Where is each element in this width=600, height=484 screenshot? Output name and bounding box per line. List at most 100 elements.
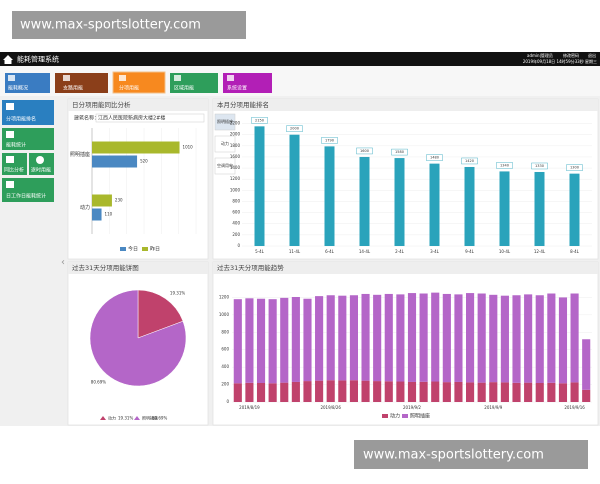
tab-label: 能耗概况 [8,85,28,92]
bar-segment [245,382,254,402]
bar-segment [291,381,300,402]
nav-tab[interactable]: 区域用能 [170,73,218,93]
panel [67,98,209,260]
nav-tab[interactable]: 系统设置 [223,73,272,93]
bar [324,146,335,246]
bar-segment [373,381,382,402]
data-label: 1790 [325,138,334,142]
bar [92,194,112,207]
side-icon [6,156,14,163]
legend-label: 动力 [108,415,116,421]
legend-label: 照明插座 [410,413,430,420]
nav-tab[interactable]: 支路用能 [55,73,108,93]
side-item[interactable] [2,128,54,150]
filter-button[interactable] [214,157,236,175]
legend-swatch [134,416,140,420]
y-tick-label: 0 [237,243,240,248]
tab-icon [8,75,15,81]
app-title: 能耗管理系统 [17,55,59,64]
data-label: 1010 [183,145,194,150]
x-tick-label: 3-4L [430,249,440,254]
y-tick-label: 200 [221,382,229,387]
bar [254,126,265,246]
side-item[interactable] [29,153,54,175]
data-label-box [286,125,303,132]
data-label-box [391,148,408,156]
bar-segment [489,382,498,402]
collapse-arrow[interactable]: ‹ [61,257,65,268]
bar-segment [326,295,335,381]
bar-segment [291,296,300,382]
bar-segment [396,381,405,402]
data-label: 520 [140,159,148,164]
category-label: 照明插座 [70,151,90,158]
data-label: 110 [105,212,113,217]
bar-segment [303,298,312,382]
x-tick-label: 8-4L [570,249,580,254]
bar-segment [431,381,440,402]
data-label: 1580 [395,150,404,154]
x-tick-label: 5-4L [255,249,265,254]
bar-segment [303,381,312,402]
y-tick-label: 800 [221,329,229,334]
filter-select[interactable] [95,113,205,123]
bar-segment [256,298,266,384]
filter-button-label: 空调用电 [217,162,233,168]
filter-button-label: 照明插座 [217,118,233,124]
bar-segment [477,293,486,383]
bar-segment [233,299,242,384]
bar-segment [280,297,289,383]
bar-segment [315,296,324,381]
data-label-box [426,154,443,161]
panel-title: 本月分项用能排名 [217,100,269,109]
data-label: 1600 [360,149,369,153]
legend-swatch [120,247,126,251]
user[interactable]: admin|管理员 [527,52,553,58]
bar-segment [349,295,358,381]
x-tick-label: 2019/9/9 [484,405,502,410]
data-label-box [531,162,548,170]
bar-segment [431,292,440,382]
bar [499,171,510,246]
nav-tab-active[interactable]: 分项用能 [112,71,166,94]
y-tick-label: 0 [226,399,229,404]
legend-swatch [382,414,388,418]
tab-label: 支路用能 [63,85,83,92]
change-password[interactable]: 修改密码 [563,52,579,58]
y-tick-label: 1600 [230,154,241,159]
y-tick-label: 1800 [230,143,241,148]
bar-segment [500,382,509,402]
bar [534,171,545,246]
bar-segment [477,382,486,402]
nav-tab[interactable]: 能耗概况 [5,73,50,93]
bar-segment [245,298,254,383]
pie-slice [89,289,187,387]
bar-segment [361,380,370,402]
data-label: 1330 [535,164,544,168]
filter-button[interactable] [214,113,236,131]
tab-box [5,73,50,93]
sidebar: 分项用能排名 能耗统计 同比分析 逐时用能 日工作日能耗统计 [2,100,54,202]
bar-segment [396,294,405,382]
x-tick-label: 10-4L [499,249,511,254]
logout[interactable]: 退出 [588,52,596,58]
side-label: 日工作日能耗统计 [6,193,46,200]
bar-segment [489,294,498,383]
x-tick-label: 2019/8/19 [239,405,260,410]
filter-button[interactable] [214,135,236,153]
bar-segment [454,294,463,382]
panel-header [213,99,598,111]
x-tick-label: 12-4L [534,249,546,254]
panel-header [68,262,208,274]
side-icon [6,131,14,138]
bar-segment [500,295,509,383]
y-tick-label: 1400 [230,165,241,170]
data-label-box [496,162,513,169]
side-icon [36,156,44,164]
legend-swatch [142,247,148,251]
x-tick-label: 2019/9/16 [564,405,585,410]
side-label: 逐时用能 [31,167,51,174]
y-tick-label: 1000 [219,312,230,317]
